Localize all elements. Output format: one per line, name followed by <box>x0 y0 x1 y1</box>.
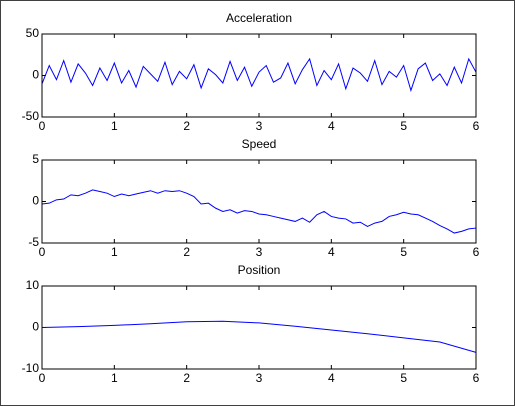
x-tick-label: 6 <box>473 245 480 259</box>
y-tick-label: 10 <box>26 278 40 292</box>
subplot-title: Acceleration <box>226 11 292 25</box>
plot-area <box>42 34 476 117</box>
x-tick-label: 0 <box>39 119 46 133</box>
x-tick-label: 5 <box>400 245 407 259</box>
x-tick-label: 0 <box>39 371 46 385</box>
x-tick-label: 6 <box>473 371 480 385</box>
x-tick-label: 2 <box>183 371 190 385</box>
data-line <box>41 189 477 234</box>
axes-box <box>41 33 477 118</box>
axes-box <box>41 285 477 370</box>
x-tick-label: 2 <box>183 245 190 259</box>
y-tick-label: -5 <box>28 235 39 249</box>
y-tick-label: 0 <box>32 68 39 82</box>
x-tick-label: 1 <box>111 371 118 385</box>
x-tick-label: 1 <box>111 119 118 133</box>
x-tick-label: 4 <box>328 119 335 133</box>
y-tick-label: -50 <box>22 109 40 123</box>
subplot-title: Position <box>238 263 281 277</box>
plot-area <box>42 160 476 243</box>
x-tick-label: 6 <box>473 119 480 133</box>
x-tick-label: 3 <box>256 371 263 385</box>
y-tick-label: 0 <box>32 320 39 334</box>
x-tick-label: 5 <box>400 371 407 385</box>
data-line <box>41 320 477 353</box>
y-tick-label: 5 <box>32 152 39 166</box>
x-tick-label: 3 <box>256 119 263 133</box>
y-tick-label: 0 <box>32 194 39 208</box>
y-tick-label: 50 <box>26 26 40 40</box>
subplot-title: Speed <box>242 137 277 151</box>
x-tick-label: 4 <box>328 371 335 385</box>
axes-box <box>41 159 477 244</box>
x-tick-label: 3 <box>256 245 263 259</box>
x-tick-label: 5 <box>400 119 407 133</box>
data-line <box>41 57 477 93</box>
x-tick-label: 4 <box>328 245 335 259</box>
plot-area <box>42 286 476 369</box>
y-tick-label: -10 <box>22 361 40 375</box>
x-tick-label: 2 <box>183 119 190 133</box>
x-tick-label: 0 <box>39 245 46 259</box>
x-tick-label: 1 <box>111 245 118 259</box>
